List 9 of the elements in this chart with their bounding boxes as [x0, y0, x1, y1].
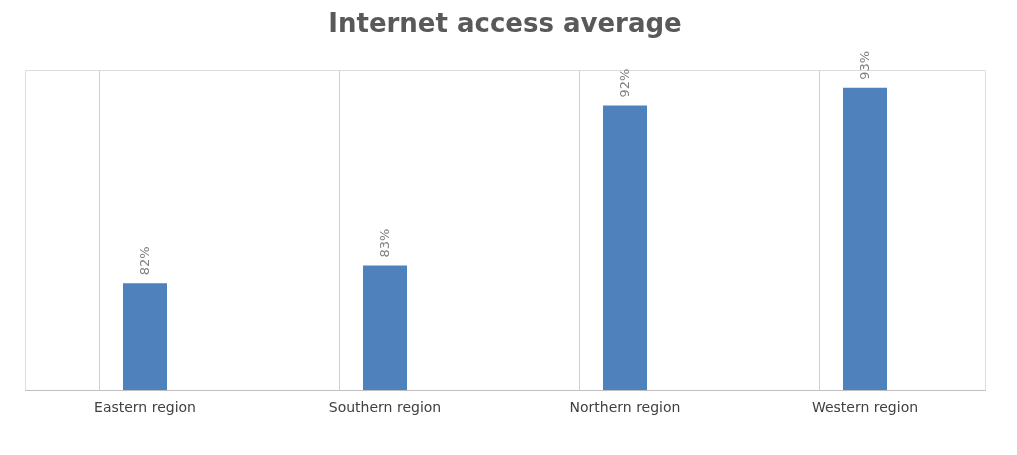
data-label: 82% — [137, 246, 152, 276]
x-tick-label: Eastern region — [94, 398, 196, 415]
x-tick-label: Northern region — [569, 398, 681, 415]
x-tick-label: Western region — [811, 398, 919, 415]
data-label: 93% — [857, 50, 872, 80]
chart-title: Internet access average — [328, 7, 682, 38]
x-tick-label: Southern region — [328, 398, 442, 415]
data-label: 92% — [617, 68, 632, 98]
data-label: 83% — [377, 228, 392, 258]
